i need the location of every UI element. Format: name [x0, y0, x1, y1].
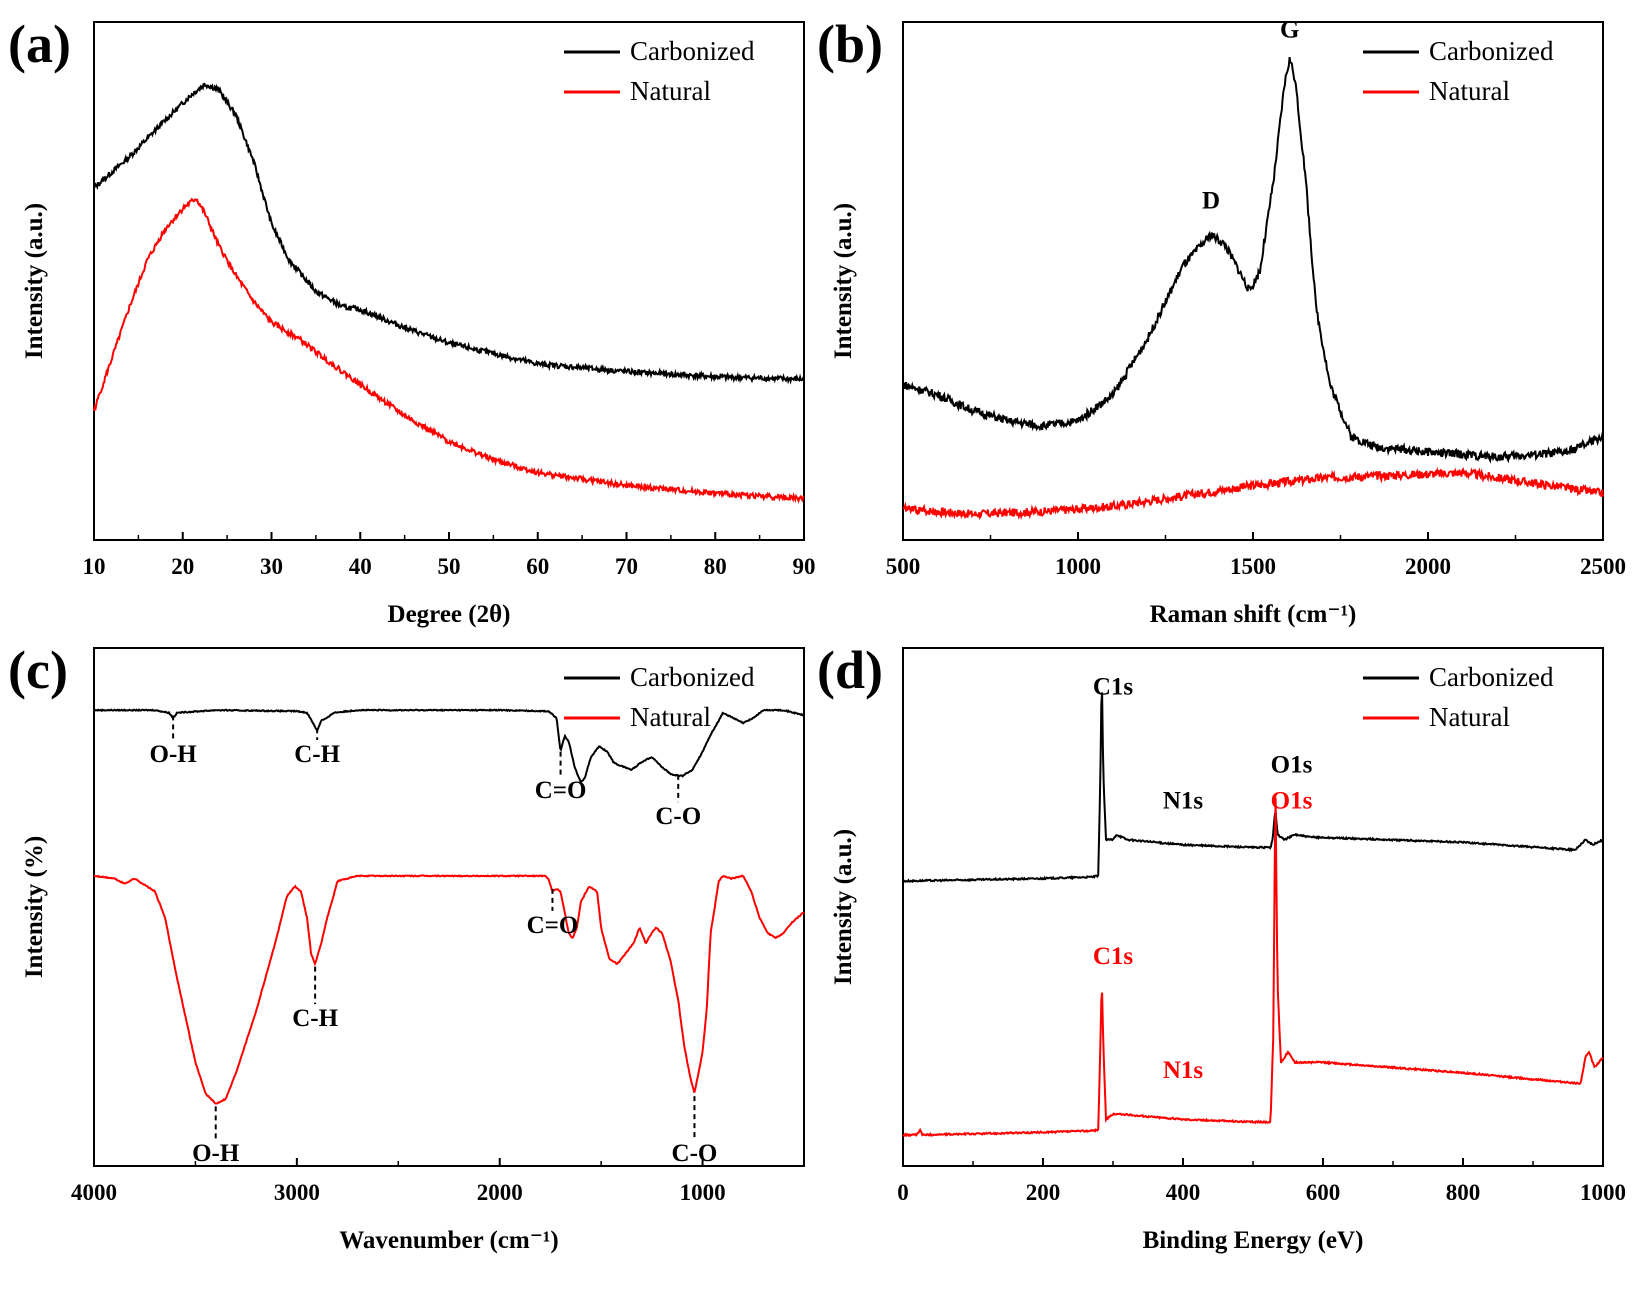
y-axis-title-c: Intensity (%): [21, 836, 48, 978]
series-line-carbonized-d: [902, 692, 1604, 883]
annotation-label-b: D: [1202, 187, 1220, 214]
legend-label-natural-d: Natural: [1429, 702, 1510, 732]
x-axis-title-a: Degree (2θ): [388, 601, 511, 628]
x-tick-label-b: 2500: [1580, 554, 1626, 579]
y-axis-title-a: Intensity (a.u.): [21, 203, 48, 359]
legend-label-natural-a: Natural: [630, 76, 711, 106]
series-line-carbonized-b: [902, 56, 1604, 464]
legend-label-carbonized-d: Carbonized: [1429, 662, 1554, 692]
x-axis-title-d: Binding Energy (eV): [1143, 1227, 1364, 1254]
annotation-label-c: C=O: [535, 777, 587, 804]
x-tick-label-c: 3000: [274, 1180, 320, 1205]
x-tick-label-b: 1000: [1055, 554, 1101, 579]
x-tick-label-a: 80: [704, 554, 727, 579]
x-tick-label-a: 10: [83, 554, 106, 579]
x-axis-title-b: Raman shift (cm⁻¹): [1150, 601, 1357, 628]
x-tick-label-d: 0: [897, 1180, 909, 1205]
chart-panel-c: 4000 3000 2000 1000 Wavenumber (cm⁻¹) Intensi…: [8, 640, 805, 1254]
chart-panel-a: 10 20 30 40 50 60 70 80 90 Degree (2θ) Intensity (…: [8, 14, 816, 628]
x-tick-label-d: 1000: [1580, 1180, 1626, 1205]
panel-label-a: (a): [8, 14, 71, 74]
annotation-label-c: C-H: [294, 741, 340, 768]
y-axis-title-b: Intensity (a.u.): [830, 203, 857, 359]
chart-panel-d: 0 200 400 600 800 1000 Binding Energy (eV) Inte…: [817, 640, 1626, 1254]
chart-panel-b: 500 1000 1500 2000 2500 Raman shift (cm⁻¹) Int…: [817, 14, 1626, 628]
legend-label-carbonized-b: Carbonized: [1429, 36, 1554, 66]
annotation-label-d: N1s: [1163, 1057, 1204, 1084]
series-line-natural-c: [93, 874, 805, 1105]
x-tick-label-b: 500: [886, 554, 921, 579]
series-line-natural-d: [902, 798, 1604, 1138]
annotation-label-c: O-H: [192, 1140, 240, 1167]
x-tick-label-a: 90: [793, 554, 816, 579]
x-tick-label-a: 70: [615, 554, 638, 579]
annotation-label-c: O-H: [150, 741, 198, 768]
legend-label-natural-b: Natural: [1429, 76, 1510, 106]
x-tick-label-d: 600: [1306, 1180, 1341, 1205]
panel-label-d: (d): [817, 640, 883, 700]
annotation-label-c: C-O: [672, 1140, 718, 1167]
series-line-natural-a: [93, 197, 805, 504]
x-tick-label-c: 2000: [477, 1180, 523, 1205]
x-tick-label-c: 4000: [71, 1180, 117, 1205]
x-tick-label-d: 200: [1026, 1180, 1061, 1205]
x-tick-label-a: 40: [349, 554, 372, 579]
annotation-label-d: C1s: [1093, 943, 1134, 970]
y-axis-title-d: Intensity (a.u.): [830, 829, 857, 985]
annotation-label-d: O1s: [1271, 751, 1313, 778]
series-line-carbonized-c: [93, 708, 805, 785]
annotation-label-d: C1s: [1093, 674, 1134, 701]
plot-frame-c: [93, 647, 805, 1167]
annotation-label-d: O1s: [1271, 788, 1313, 815]
x-tick-label-b: 2000: [1405, 554, 1451, 579]
series-line-carbonized-a: [93, 82, 805, 385]
legend-label-carbonized-a: Carbonized: [630, 36, 755, 66]
x-tick-label-d: 800: [1446, 1180, 1481, 1205]
x-tick-label-a: 20: [171, 554, 194, 579]
panel-label-c: (c): [8, 640, 68, 700]
annotation-label-c: C-H: [292, 1005, 338, 1032]
panel-label-b: (b): [817, 14, 883, 74]
series-line-natural-b: [902, 466, 1604, 520]
x-tick-label-c: 1000: [680, 1180, 726, 1205]
annotation-label-d: N1s: [1163, 788, 1204, 815]
annotation-label-c: C=O: [527, 912, 579, 939]
annotation-label-c: C-O: [655, 803, 701, 830]
x-tick-label-a: 60: [526, 554, 549, 579]
legend-label-carbonized-c: Carbonized: [630, 662, 755, 692]
x-tick-label-d: 400: [1166, 1180, 1201, 1205]
legend-label-natural-c: Natural: [630, 702, 711, 732]
x-tick-label-b: 1500: [1230, 554, 1276, 579]
x-axis-title-c: Wavenumber (cm⁻¹): [339, 1227, 559, 1254]
x-tick-label-a: 50: [438, 554, 461, 579]
annotation-label-b: G: [1280, 17, 1299, 44]
x-tick-label-a: 30: [260, 554, 283, 579]
